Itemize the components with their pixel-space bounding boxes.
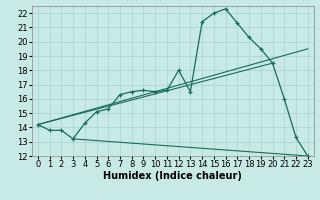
- X-axis label: Humidex (Indice chaleur): Humidex (Indice chaleur): [103, 171, 242, 181]
